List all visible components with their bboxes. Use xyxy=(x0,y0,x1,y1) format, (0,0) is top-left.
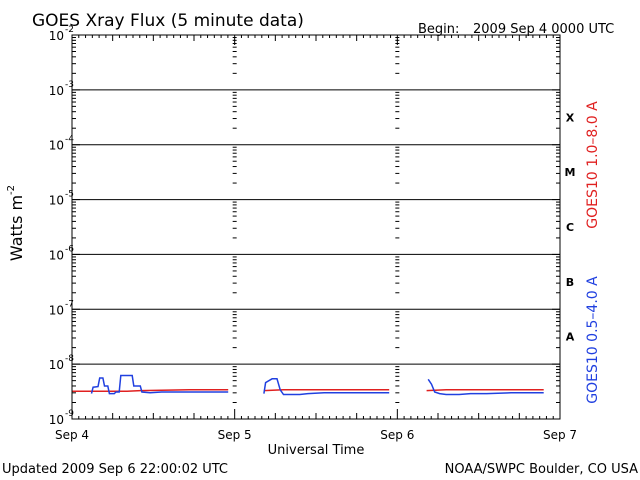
begin-value: 2009 Sep 4 0000 UTC xyxy=(473,22,614,37)
series-line-short xyxy=(427,378,544,396)
y-axis-label: Watts m -2 xyxy=(6,185,26,261)
grid-layer xyxy=(72,37,560,403)
series-line-long xyxy=(263,389,390,392)
y-tick-label: 10 xyxy=(49,84,64,98)
y-tick-label: 10 xyxy=(49,303,64,317)
flare-class-label: A xyxy=(566,331,575,344)
y-tick-label: 10 xyxy=(49,248,64,262)
flare-class-label: B xyxy=(566,276,574,289)
flare-class-label: C xyxy=(566,221,574,234)
footer-credit: NOAA/SWPC Boulder, CO USA xyxy=(445,462,638,477)
y-tick-label-exponent: -9 xyxy=(65,409,74,419)
y-tick-label: 10 xyxy=(49,358,64,372)
x-tick-label: Sep 5 xyxy=(218,428,252,442)
y-tick-label-exponent: -2 xyxy=(65,25,74,35)
series-line-short xyxy=(90,374,229,395)
y-tick-label-exponent: -8 xyxy=(65,354,74,364)
footer-updated: Updated 2009 Sep 6 22:00:02 UTC xyxy=(2,462,228,477)
legend-entry-long: GOES10 1.0–8.0 A xyxy=(585,101,601,229)
x-tick-label: Sep 7 xyxy=(543,428,577,442)
series-line-long xyxy=(426,389,544,392)
chart-title: GOES Xray Flux (5 minute data) xyxy=(32,11,304,31)
x-tick-label: Sep 4 xyxy=(55,428,89,442)
y-tick-label: 10 xyxy=(49,29,64,43)
y-tick-label: 10 xyxy=(49,139,64,153)
y-tick-label-exponent: -4 xyxy=(65,135,74,145)
legend: GOES10 1.0–8.0 A GOES10 0.5–4.0 A xyxy=(585,101,601,404)
begin-label: Begin: xyxy=(418,22,459,37)
y-tick-label-exponent: -7 xyxy=(65,299,74,309)
series-line-short xyxy=(263,378,390,396)
series-layer xyxy=(72,374,544,396)
series-line-long xyxy=(72,389,229,393)
y-tick-label-exponent: -5 xyxy=(65,190,74,200)
y-tick-label: 10 xyxy=(49,413,64,427)
flare-class-label: X xyxy=(566,111,575,124)
x-axis-label: Universal Time xyxy=(268,443,365,458)
y-axis-label-text: Watts m xyxy=(7,195,26,261)
y-tick-label-exponent: -6 xyxy=(65,244,74,254)
legend-entry-short: GOES10 0.5–4.0 A xyxy=(585,276,601,404)
plot-frame xyxy=(71,34,561,420)
y-tick-label-exponent: -3 xyxy=(65,80,74,90)
y-tick-label: 10 xyxy=(49,194,64,208)
y-axis-label-superscript: -2 xyxy=(6,185,17,195)
x-tick-label: Sep 6 xyxy=(380,428,414,442)
flare-class-label: M xyxy=(565,166,576,179)
